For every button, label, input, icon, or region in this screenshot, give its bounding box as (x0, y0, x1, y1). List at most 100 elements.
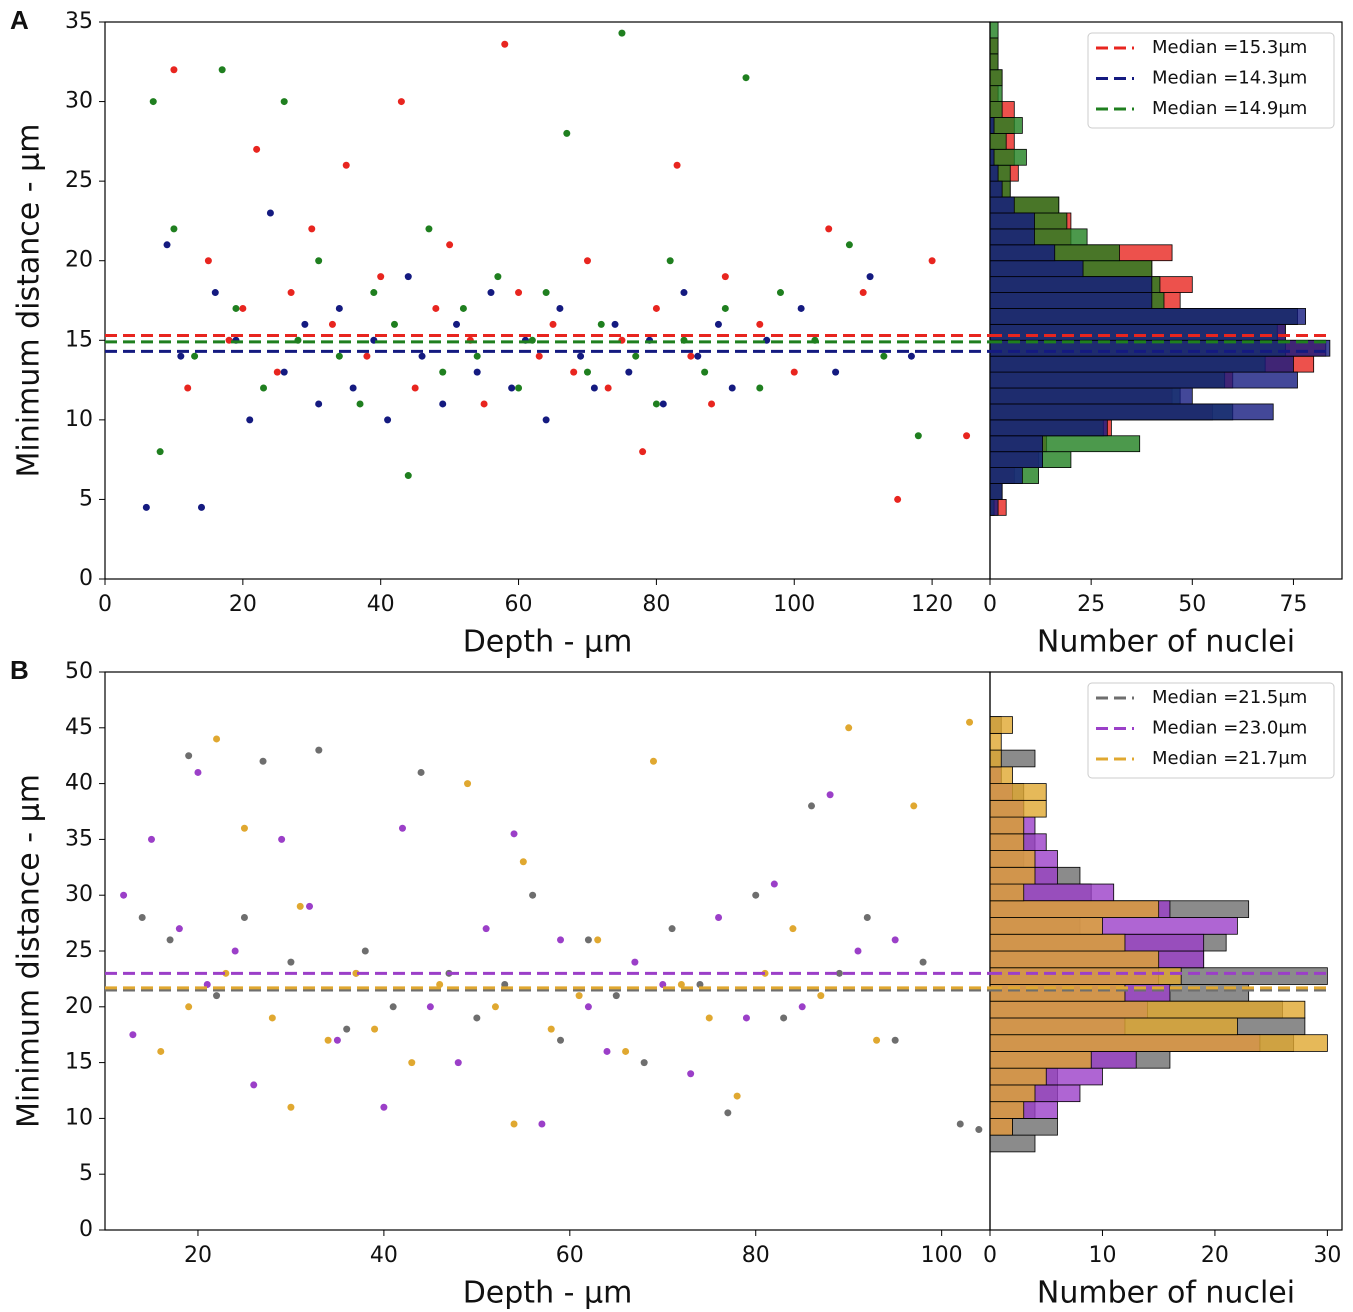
scatter-point (185, 1003, 193, 1011)
histogram-bar (989, 180, 1003, 198)
histogram-bar (989, 403, 1274, 421)
scatter-point (910, 802, 918, 810)
scatter-point (287, 1103, 295, 1111)
scatter-point (603, 1047, 611, 1055)
scatter-point (584, 936, 592, 944)
scatter-point (491, 1003, 499, 1011)
scatter-point (611, 320, 619, 328)
histogram-bar (989, 387, 1193, 405)
scatter-point (863, 914, 871, 922)
x-tick-label: 80 (742, 1243, 770, 1268)
scatter-point (756, 320, 764, 328)
scatter-point (880, 352, 888, 360)
scatter-point (194, 768, 202, 776)
scatter-point (246, 416, 254, 424)
plot-frame (989, 671, 1343, 1231)
x-tick-label: 60 (505, 592, 533, 617)
x-tick-label: 120 (911, 592, 953, 617)
scatter-point (204, 257, 212, 265)
scatter-point (677, 980, 685, 988)
scatter-point (538, 1120, 546, 1128)
scatter-point (280, 368, 288, 376)
scatter-point (315, 400, 323, 408)
histogram-bar (989, 1101, 1025, 1119)
scatter-point (191, 352, 199, 360)
histogram-bar (989, 292, 1153, 309)
histogram-bar (989, 355, 1294, 373)
scatter-point (268, 1014, 276, 1022)
scatter-point (590, 384, 598, 392)
histogram-bar (989, 933, 1126, 952)
scatter-point (296, 902, 304, 910)
scatter-point (287, 289, 295, 297)
scatter-point (287, 958, 295, 966)
scatter-point (680, 289, 688, 297)
scatter-point (721, 304, 729, 312)
legend-label: Median =14.9μm (1152, 98, 1307, 119)
scatter-point (687, 352, 695, 360)
histogram-bar (989, 69, 1003, 87)
scatter-point (776, 289, 784, 297)
scatter-point (891, 1036, 899, 1044)
scatter-point (446, 241, 454, 249)
scatter-point (632, 352, 640, 360)
histogram-bar (989, 900, 1160, 918)
scatter-point (919, 958, 927, 966)
scatter-point (752, 891, 760, 899)
scatter-point (333, 1036, 341, 1044)
scatter-point (668, 925, 676, 933)
scatter-point (213, 735, 221, 743)
histogram-bar (989, 101, 1003, 118)
scatter-point (694, 352, 702, 360)
scatter-point (808, 802, 816, 810)
scatter-point (266, 209, 274, 217)
scatter-point (464, 780, 472, 788)
histogram-bar (989, 950, 1160, 969)
scatter-point (278, 835, 286, 843)
scatter-point (701, 368, 709, 376)
scatter-point (547, 1025, 555, 1033)
scatter-point (894, 495, 902, 503)
scatter-point (733, 1092, 741, 1100)
histogram-bar (989, 783, 1047, 801)
scatter-point (510, 830, 518, 838)
scatter-point (584, 1003, 592, 1011)
histogram-bar (989, 148, 995, 166)
y-tick-label: 45 (65, 715, 93, 740)
y-tick-label: 25 (65, 938, 93, 963)
histogram-bar (989, 196, 1015, 214)
scatter-point (797, 304, 805, 312)
scatter-point (728, 384, 736, 392)
y-tick-label: 50 (65, 659, 93, 684)
x-tick-label: 60 (556, 1243, 584, 1268)
histogram-bar (989, 451, 1043, 468)
scatter-point (363, 352, 371, 360)
scatter-point (597, 320, 605, 328)
scatter-point (232, 304, 240, 312)
scatter-point (826, 791, 834, 799)
scatter-point (659, 980, 667, 988)
scatter-point (583, 368, 591, 376)
scatter-point (721, 273, 729, 281)
scatter-point (529, 891, 537, 899)
scatter-point (494, 273, 502, 281)
scatter-point (240, 824, 248, 832)
scatter-point (163, 241, 171, 249)
histogram-bar (989, 1118, 1013, 1136)
scatter-point (222, 969, 230, 977)
panel-label: A (10, 5, 29, 35)
scatter-point (404, 472, 412, 480)
x-tick-label: 75 (1279, 592, 1307, 617)
scatter-point (866, 273, 874, 281)
x-tick-label: 10 (1088, 1243, 1116, 1268)
scatter-point (129, 1031, 137, 1039)
scatter-point (324, 1036, 332, 1044)
scatter-point (515, 289, 523, 297)
scatter-point (577, 352, 585, 360)
scatter-point (389, 1003, 397, 1011)
histogram-bar (989, 1017, 1238, 1036)
y-tick-label: 5 (79, 1161, 93, 1186)
scatter-point (640, 1059, 648, 1067)
histogram-bar (989, 1034, 1328, 1052)
